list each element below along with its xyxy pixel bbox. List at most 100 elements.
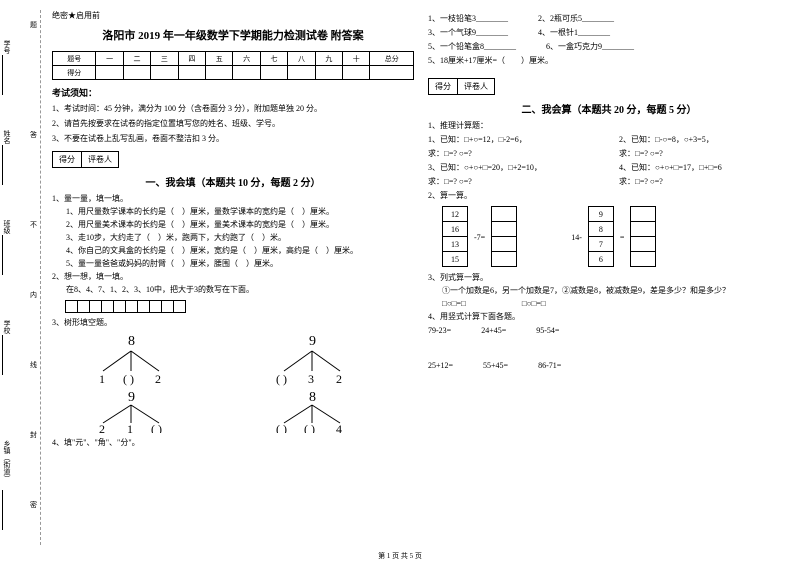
stack1-result	[491, 207, 517, 267]
calc1-r2: 求：□=? ○=? 求：□=? ○=?	[428, 147, 790, 161]
c1-4r: 求：□=? ○=?	[619, 176, 790, 188]
notice-3: 3、不要在试卷上乱写乱画，卷面不整洁扣 3 分。	[52, 133, 414, 146]
sv-2[interactable]	[123, 66, 150, 80]
sv-7[interactable]	[260, 66, 287, 80]
svg-text:2: 2	[155, 372, 161, 386]
calc2: 2、算一算。	[428, 190, 790, 202]
calc3: 3、列式算一算。	[428, 272, 790, 284]
score-table: 题号 一 二 三 四 五 六 七 八 九 十 总分 得分	[52, 51, 414, 80]
calc1-r3: 3、已知：○+○+□=20，□+2=10， 4、已知：○+○+□=17，□+□=…	[428, 161, 790, 175]
svg-text:1: 1	[99, 372, 105, 386]
s2r-1[interactable]	[630, 221, 656, 237]
sv-9[interactable]	[315, 66, 342, 80]
q3: 3、树形填空题。	[52, 317, 414, 329]
c1-2l: 求：□=? ○=?	[428, 148, 599, 160]
underline-5	[2, 490, 3, 530]
sv-10[interactable]	[343, 66, 370, 80]
sv-8[interactable]	[288, 66, 315, 80]
sh-11: 总分	[370, 52, 414, 66]
s1r-1[interactable]	[491, 221, 517, 237]
s2r-3[interactable]	[630, 251, 656, 267]
stack1: 12 16 13 15	[442, 207, 468, 267]
sv-3[interactable]	[151, 66, 178, 80]
label-class: 班级	[2, 220, 12, 234]
section1-scorebox: 得分 评卷人	[52, 151, 119, 168]
seal-char-4: 内	[30, 290, 37, 300]
c1-4l: 求：□=? ○=?	[428, 176, 599, 188]
calc1-r4: 求：□=? ○=? 求：□=? ○=?	[428, 175, 790, 189]
sv-5[interactable]	[206, 66, 233, 80]
binding-dashed-line	[40, 10, 41, 545]
s1r-3[interactable]	[491, 251, 517, 267]
c4-5: 55+45=	[483, 361, 508, 370]
svg-text:( ): ( )	[151, 422, 162, 433]
notice-1: 1、考试时间：45 分钟，满分为 100 分（含卷面分 3 分），附加题单独 2…	[52, 103, 414, 116]
stack1-op: -7=	[474, 233, 485, 242]
section2-scorebox: 得分 评卷人	[428, 78, 495, 95]
s1r-0[interactable]	[491, 206, 517, 222]
svg-text:3: 3	[308, 372, 314, 386]
q1-3: 3、走10步，大约走了（ ）米，跑两下，大约跑了（ ）米。	[52, 232, 414, 244]
answer-boxes	[66, 300, 414, 313]
abox[interactable]	[173, 300, 186, 313]
svg-text:( ): ( )	[276, 372, 287, 386]
sh-0: 题号	[53, 52, 96, 66]
underline-3	[2, 235, 3, 275]
c1-2r: 求：□=? ○=?	[619, 148, 790, 160]
underline-1	[2, 55, 3, 95]
sb1-score: 得分	[53, 152, 82, 167]
s2-3: 6	[588, 251, 614, 267]
left-column: 绝密★启用前 洛阳市 2019 年一年级数学下学期能力检测试卷 附答案 题号 一…	[52, 10, 414, 565]
tree-1: 8 1 ( ) 2 9 2 1 ( )	[73, 333, 213, 433]
q1: 1、量一量，填一填。	[52, 193, 414, 205]
sh-6: 六	[233, 52, 260, 66]
svg-text:4: 4	[336, 422, 342, 433]
seal-char-2: 答	[30, 130, 37, 140]
fill-row-2: 3、一个气球9________ 4、一根针1________	[428, 27, 790, 38]
section1-title: 一、我会填（本题共 10 分，每题 2 分）	[52, 174, 414, 189]
label-studentno: 学号	[2, 40, 12, 54]
s2-1: 8	[588, 221, 614, 237]
fi-4: 4、一根针1________	[538, 27, 610, 38]
svg-text:1: 1	[127, 422, 133, 433]
s2r-2[interactable]	[630, 236, 656, 252]
q1-2: 2、用尺量美术课本的长约是（ ）厘米，量美术课本的宽约是（ ）厘米。	[52, 219, 414, 231]
s1-0: 12	[442, 206, 468, 222]
svg-text:2: 2	[99, 422, 105, 433]
q1-1: 1、用尺量数学课本的长约是（ ）厘米，量数学课本的宽约是（ ）厘米。	[52, 206, 414, 218]
fi-1: 1、一枝铅笔3________	[428, 13, 508, 24]
right-column: 1、一枝铅笔3________ 2、2瓶可乐5________ 3、一个气球9_…	[428, 10, 790, 565]
secret-tag: 绝密★启用前	[52, 10, 414, 21]
sv-4[interactable]	[178, 66, 205, 80]
svg-text:( ): ( )	[304, 422, 315, 433]
sv-6[interactable]	[233, 66, 260, 80]
seal-char-3: 不	[30, 220, 37, 230]
fi-5: 5、一个铅笔盒8________	[428, 41, 516, 52]
q1-4: 4、你自己的文具盒的长约是（ ）厘米，宽约是（ ）厘米，高约是（ ）厘米。	[52, 245, 414, 257]
seal-char-1: 题	[30, 20, 37, 30]
s2r-0[interactable]	[630, 206, 656, 222]
c4-6: 86-71=	[538, 361, 561, 370]
calc4-row2: 25+12= 55+45= 86-71=	[428, 361, 790, 370]
calc4-row1: 79-23= 24+45= 95-54=	[428, 326, 790, 335]
label-town: 乡镇（街道）	[2, 440, 12, 482]
sv-11[interactable]	[370, 66, 414, 80]
binding-margin: 学号 姓名 班级 学校 乡镇（街道） 题 答 不 内 线 封 密	[0, 0, 48, 565]
sh-2: 二	[123, 52, 150, 66]
sh-3: 三	[151, 52, 178, 66]
svg-text:( ): ( )	[123, 372, 134, 386]
svg-text:8: 8	[128, 334, 135, 349]
seal-char-7: 密	[30, 500, 37, 510]
tree-2: 9 ( ) 3 2 8 ( ) ( ) 4	[254, 333, 394, 433]
sv-1[interactable]	[96, 66, 123, 80]
underline-2	[2, 145, 3, 185]
stack2-pre: 14-	[571, 233, 582, 242]
fill-row-3: 5、一个铅笔盒8________ 6、一盒巧克力9________	[428, 41, 790, 52]
q5: 5、18厘米+17厘米=（ ）厘米。	[428, 55, 790, 67]
stack-row: 12 16 13 15 -7= 14- 9 8 7	[428, 203, 790, 271]
exam-title: 洛阳市 2019 年一年级数学下学期能力检测试卷 附答案	[52, 27, 414, 43]
stack2: 9 8 7 6	[588, 207, 614, 267]
sh-4: 四	[178, 52, 205, 66]
c1-1l: 1、已知：□+○=12，□-2=6，	[428, 134, 599, 146]
s1r-2[interactable]	[491, 236, 517, 252]
